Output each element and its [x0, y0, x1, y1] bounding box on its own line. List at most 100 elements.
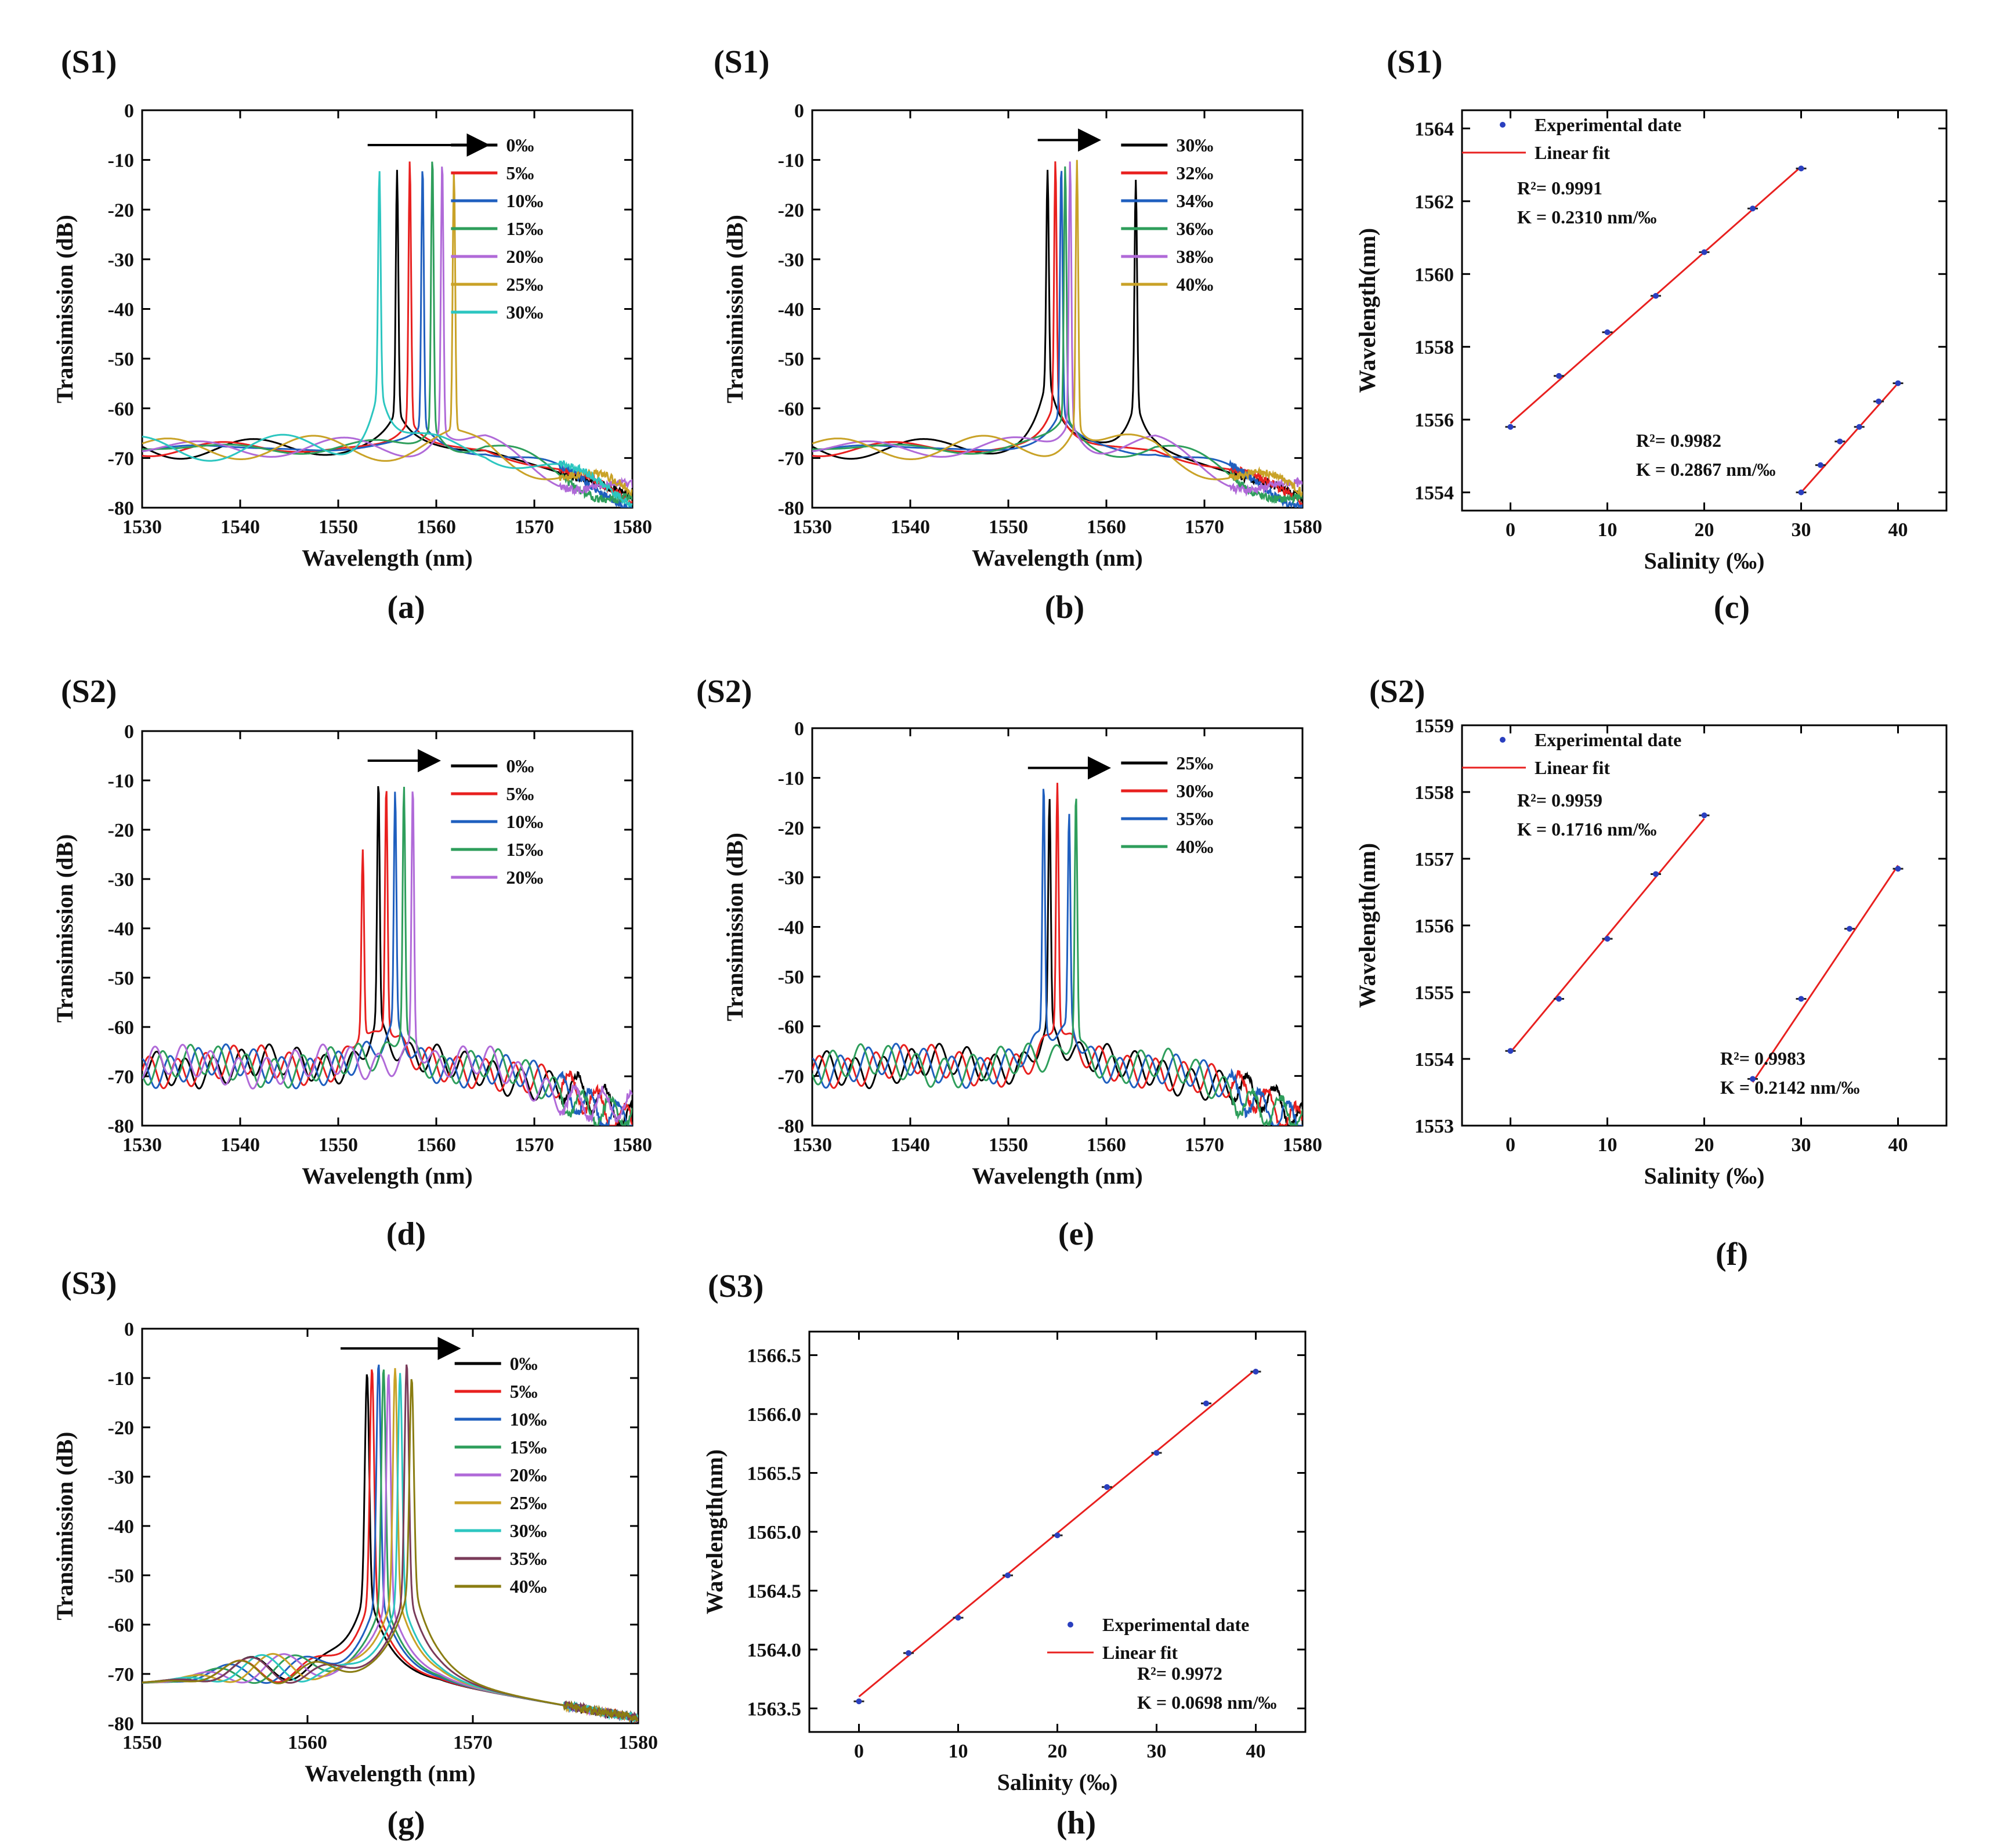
data-point: [1604, 936, 1611, 942]
y-axis-title: Wavelength(nm): [701, 1449, 728, 1614]
x-axis-title: Wavelength (nm): [972, 1163, 1142, 1189]
y-tick-label: 0: [794, 718, 804, 740]
data-point: [1556, 373, 1562, 379]
y-tick-label: -60: [108, 1615, 134, 1636]
y-tick-label: -60: [778, 1017, 804, 1038]
data-point: [1701, 812, 1707, 819]
legend-label: 15‰: [510, 1437, 547, 1458]
y-tick-label: 0: [124, 100, 134, 122]
legend-label: 32‰: [1176, 162, 1213, 183]
x-tick-label: 1530: [122, 1134, 162, 1156]
series-line-4: [142, 791, 632, 1123]
panel-c: (S1) (c) 0 10 20 30 40 1554 1556 1558 1560 1562 1564…: [1354, 44, 1948, 625]
legend-label: 40‰: [510, 1576, 547, 1597]
y-tick-label: -60: [108, 1017, 134, 1039]
series-line-1: [812, 783, 1302, 1126]
y-tick-label: -20: [778, 818, 804, 839]
y-tick-label: -60: [108, 399, 134, 420]
y-tick-label: -30: [108, 249, 134, 271]
y-tick-label: -10: [778, 150, 804, 172]
y-axis-title: Transimission (dB): [722, 215, 748, 403]
legend-label: 5‰: [510, 1381, 538, 1402]
y-tick-label: -20: [108, 1417, 134, 1439]
data-point: [1604, 329, 1611, 335]
legend-label: 15‰: [506, 218, 543, 239]
x-tick-label: 1540: [220, 1134, 260, 1156]
y-tick-label: 0: [124, 721, 134, 743]
legend-label: 0‰: [506, 135, 534, 155]
group-label: (S3): [61, 1265, 117, 1301]
series-line-8: [142, 1379, 638, 1722]
x-tick-label: 1550: [989, 516, 1028, 538]
fit-group: [1505, 812, 1904, 1083]
data-point: [1837, 438, 1843, 444]
y-tick-label: -40: [108, 918, 134, 940]
x-tick-label: 1550: [122, 1732, 162, 1753]
panel-b: (S1) (b) 1530 1540 1550 1560 1570 1580 0 -10 -20 -3…: [714, 44, 1322, 625]
slope-annotation: K = 0.0698 nm/‰: [1137, 1692, 1276, 1713]
series-line-2: [812, 789, 1302, 1126]
legend-label: 20‰: [506, 867, 543, 888]
x-axis-title: Wavelength (nm): [972, 545, 1142, 571]
data-point: [1005, 1572, 1011, 1579]
y-tick-label: 1562: [1414, 191, 1454, 213]
y-axis-title: Transimission (dB): [52, 1432, 78, 1621]
y-tick-label: -10: [108, 771, 134, 792]
data-point: [1203, 1400, 1209, 1406]
r2-annotation: R²= 0.9972: [1137, 1663, 1222, 1684]
panel-h: (S3) (h) 0 10 20 30 40 1563.5 1564.0 1564.5 1565.0…: [701, 1268, 1307, 1841]
legend-label: 25‰: [506, 274, 543, 295]
y-axis-title: Transimission (dB): [52, 834, 78, 1023]
panel-caption: (g): [387, 1805, 425, 1841]
data-point: [1895, 380, 1901, 386]
y-tick-label: -80: [108, 1713, 134, 1735]
data-point: [1507, 424, 1514, 430]
group-label: (S3): [708, 1268, 764, 1304]
x-tick-label: 1540: [891, 1134, 930, 1156]
slope-annotation: K = 0.2142 nm/‰: [1720, 1077, 1859, 1098]
data-point: [1104, 1484, 1110, 1490]
x-tick-label: 1580: [613, 1134, 652, 1156]
legend-label: 38‰: [1176, 246, 1213, 267]
y-tick-label: 1559: [1414, 715, 1454, 737]
x-axis-title: Salinity (‰): [1644, 548, 1765, 574]
legend-line-label: Linear fit: [1535, 757, 1610, 778]
y-tick-label: -10: [108, 150, 134, 172]
data-point: [1253, 1369, 1259, 1375]
data-point: [1507, 1048, 1514, 1054]
y-tick-label: -20: [108, 820, 134, 841]
y-tick-label: -70: [108, 1066, 134, 1088]
x-tick-label: 1550: [989, 1134, 1028, 1156]
y-tick-label: -70: [108, 1664, 134, 1686]
y-tick-label: -10: [108, 1368, 134, 1390]
panel-caption: (e): [1058, 1216, 1094, 1252]
y-tick-label: 1556: [1414, 916, 1454, 937]
legend-point-label: Experimental date: [1535, 114, 1681, 135]
x-tick-label: 0: [1506, 1134, 1515, 1156]
data-point: [856, 1698, 862, 1705]
group-label: (S1): [61, 44, 117, 80]
x-tick-label: 1570: [1185, 1134, 1224, 1156]
x-tick-label: 0: [854, 1741, 864, 1762]
data-point: [1847, 925, 1852, 932]
legend-point-label: Experimental date: [1102, 1614, 1249, 1635]
y-tick-label: -80: [778, 1116, 804, 1137]
x-tick-label: 1550: [319, 516, 358, 538]
x-tick-label: 1530: [793, 516, 832, 538]
spectrum-series-group: [142, 1364, 638, 1723]
y-tick-label: 1566.5: [747, 1346, 802, 1367]
legend-label: 25‰: [510, 1492, 547, 1513]
y-tick-label: -40: [108, 1516, 134, 1538]
x-tick-label: 1580: [618, 1732, 658, 1753]
x-tick-label: 40: [1888, 519, 1908, 541]
y-tick-label: -40: [108, 299, 134, 321]
panel-caption: (c): [1714, 590, 1750, 625]
x-tick-label: 10: [1598, 1134, 1618, 1156]
x-tick-label: 0: [1506, 519, 1515, 541]
panel-g: (S3) (g) 1550 1560 1570 1580 0 -10 -20 -30 -40 -50 -…: [52, 1265, 658, 1841]
data-point: [1750, 1076, 1756, 1082]
x-tick-label: 1570: [453, 1732, 493, 1753]
panel-caption: (a): [387, 590, 425, 625]
data-point: [1054, 1532, 1061, 1539]
